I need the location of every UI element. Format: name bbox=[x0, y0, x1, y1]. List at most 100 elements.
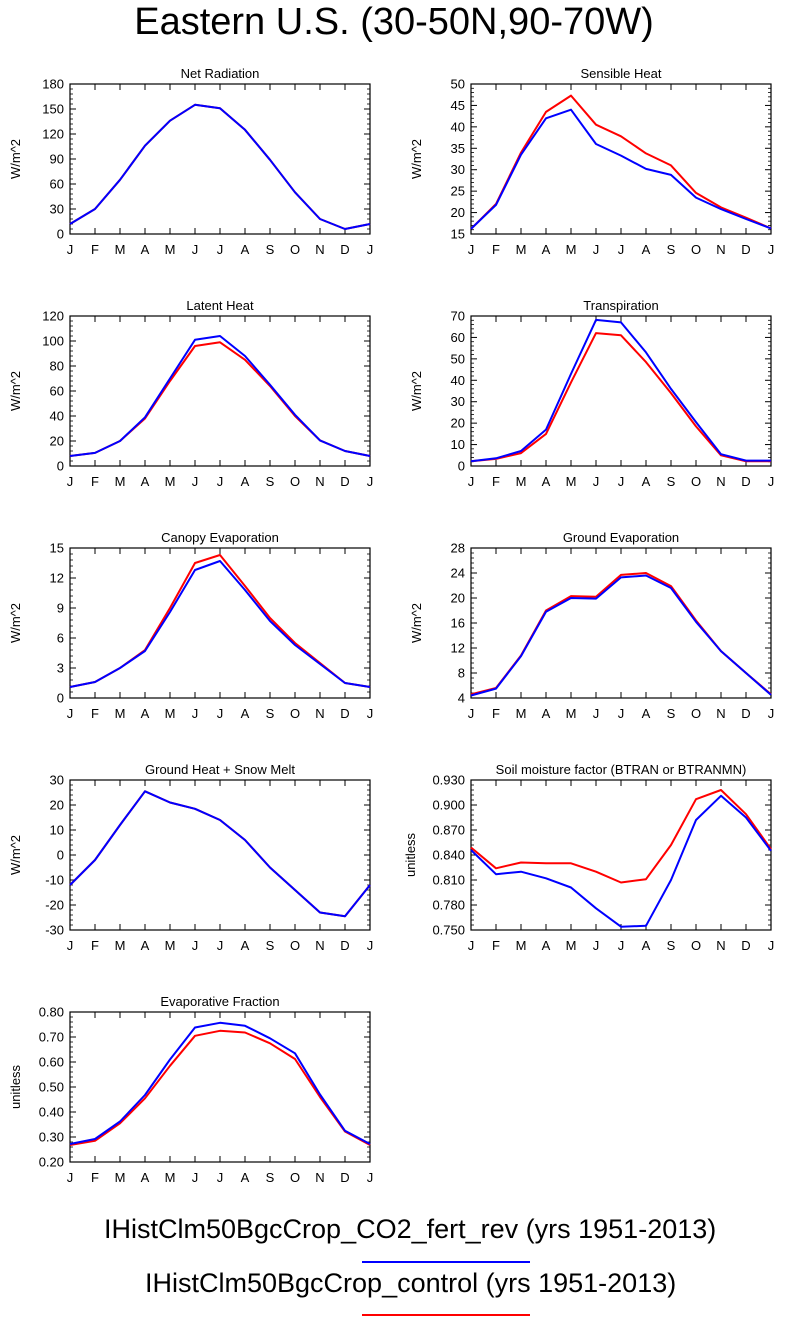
panel-title: Ground Evaporation bbox=[563, 530, 679, 545]
x-tick-label: M bbox=[516, 474, 527, 489]
x-tick-label: J bbox=[768, 706, 775, 721]
x-tick-label: J bbox=[192, 706, 199, 721]
x-tick-label: D bbox=[741, 242, 750, 257]
series-line-control bbox=[69, 103, 371, 230]
x-tick-label: D bbox=[340, 474, 349, 489]
x-tick-label: M bbox=[566, 242, 577, 257]
panel-title: Latent Heat bbox=[186, 298, 254, 313]
y-tick-label: 8 bbox=[458, 666, 465, 681]
y-tick-label: 20 bbox=[451, 416, 465, 431]
y-axis-label: unitless bbox=[403, 832, 418, 877]
plot-frame bbox=[470, 315, 772, 467]
y-tick-label: 24 bbox=[451, 566, 465, 581]
y-tick-label: 25 bbox=[451, 184, 465, 199]
y-tick-label: 90 bbox=[50, 152, 64, 167]
y-tick-label: 3 bbox=[57, 661, 64, 676]
y-tick-label: 10 bbox=[451, 437, 465, 452]
y-axis-label: W/m^2 bbox=[409, 371, 424, 411]
x-tick-label: A bbox=[642, 706, 651, 721]
y-tick-label: 120 bbox=[42, 309, 64, 324]
series-line-control bbox=[69, 790, 371, 918]
panel-title: Net Radiation bbox=[181, 66, 260, 81]
x-tick-label: J bbox=[618, 242, 625, 257]
y-tick-label: 35 bbox=[451, 141, 465, 156]
x-tick-label: A bbox=[542, 474, 551, 489]
y-tick-label: 0 bbox=[57, 691, 64, 706]
x-tick-label: N bbox=[716, 242, 725, 257]
series-line-control bbox=[470, 572, 772, 696]
y-tick-label: 30 bbox=[451, 162, 465, 177]
x-tick-label: J bbox=[468, 474, 475, 489]
x-tick-label: J bbox=[618, 474, 625, 489]
y-tick-label: 60 bbox=[451, 330, 465, 345]
plot-frame bbox=[470, 547, 772, 699]
x-tick-label: O bbox=[691, 242, 701, 257]
x-tick-label: S bbox=[266, 1170, 275, 1185]
series-line-fert-rev bbox=[470, 574, 772, 697]
x-tick-label: S bbox=[266, 938, 275, 953]
x-tick-label: M bbox=[115, 1170, 126, 1185]
x-tick-label: D bbox=[340, 1170, 349, 1185]
x-tick-label: M bbox=[115, 938, 126, 953]
x-tick-label: F bbox=[492, 474, 500, 489]
x-tick-label: S bbox=[667, 242, 676, 257]
series-line-fert-rev bbox=[470, 108, 772, 230]
x-tick-label: J bbox=[593, 706, 600, 721]
y-tick-label: 0.840 bbox=[432, 848, 465, 863]
x-tick-label: O bbox=[691, 706, 701, 721]
x-tick-label: F bbox=[492, 242, 500, 257]
x-tick-label: A bbox=[241, 706, 250, 721]
panel-title: Transpiration bbox=[583, 298, 658, 313]
x-tick-label: N bbox=[315, 706, 324, 721]
x-tick-label: D bbox=[340, 938, 349, 953]
x-tick-label: J bbox=[367, 242, 374, 257]
x-tick-label: O bbox=[290, 938, 300, 953]
x-tick-label: F bbox=[492, 938, 500, 953]
x-tick-label: O bbox=[290, 242, 300, 257]
y-tick-label: 50 bbox=[451, 351, 465, 366]
x-tick-label: J bbox=[768, 242, 775, 257]
y-tick-label: 0.50 bbox=[39, 1080, 64, 1095]
y-tick-label: 0 bbox=[458, 459, 465, 474]
x-tick-label: F bbox=[91, 242, 99, 257]
x-tick-label: M bbox=[115, 474, 126, 489]
plot-frame bbox=[69, 779, 371, 931]
x-tick-label: S bbox=[667, 474, 676, 489]
x-tick-label: J bbox=[217, 242, 224, 257]
y-tick-label: -20 bbox=[45, 898, 64, 913]
y-tick-label: 0.930 bbox=[432, 773, 465, 788]
x-tick-label: F bbox=[91, 938, 99, 953]
plot-frame bbox=[69, 1011, 371, 1163]
y-tick-label: 0.780 bbox=[432, 898, 465, 913]
x-tick-label: J bbox=[367, 706, 374, 721]
y-tick-label: 0.80 bbox=[39, 1005, 64, 1020]
x-tick-label: J bbox=[618, 938, 625, 953]
x-tick-label: A bbox=[542, 242, 551, 257]
series-line-fert-rev bbox=[470, 318, 771, 463]
x-tick-label: A bbox=[141, 1170, 150, 1185]
y-axis-label: W/m^2 bbox=[409, 139, 424, 179]
y-tick-label: -30 bbox=[45, 923, 64, 938]
y-tick-label: 16 bbox=[451, 616, 465, 631]
legend-label-control: IHistClm50BgcCrop_control (yrs 1951-2013… bbox=[145, 1268, 677, 1298]
x-tick-label: F bbox=[91, 706, 99, 721]
panel-title: Sensible Heat bbox=[581, 66, 662, 81]
x-tick-label: D bbox=[741, 706, 750, 721]
x-tick-label: D bbox=[340, 706, 349, 721]
panel-title: Canopy Evaporation bbox=[161, 530, 279, 545]
y-tick-label: 15 bbox=[50, 541, 64, 556]
x-tick-label: D bbox=[741, 474, 750, 489]
x-tick-label: J bbox=[67, 1170, 74, 1185]
x-tick-label: J bbox=[593, 474, 600, 489]
plot-frame bbox=[470, 779, 772, 931]
y-tick-label: 60 bbox=[50, 384, 64, 399]
y-axis-label: W/m^2 bbox=[8, 603, 23, 643]
x-tick-label: A bbox=[642, 242, 651, 257]
x-tick-label: A bbox=[642, 474, 651, 489]
x-tick-label: J bbox=[468, 938, 475, 953]
legend-swatch-control bbox=[362, 1314, 530, 1316]
figure-title: Eastern U.S. (30-50N,90-70W) bbox=[134, 1, 654, 43]
